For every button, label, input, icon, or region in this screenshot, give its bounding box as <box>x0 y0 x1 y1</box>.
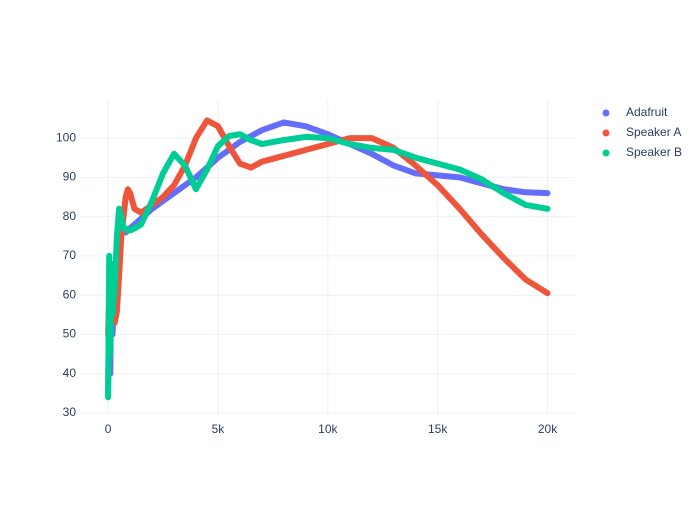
series-line <box>105 131 551 401</box>
legend-label: Adafruit <box>626 105 668 119</box>
legend-label: Speaker A <box>626 125 681 139</box>
y-tick-label: 70 <box>63 248 77 262</box>
x-tick-label: 20k <box>538 422 558 436</box>
legend-marker <box>602 149 610 157</box>
y-tick-label: 100 <box>56 130 76 144</box>
x-tick-label: 5k <box>212 422 226 436</box>
x-tick-label: 10k <box>318 422 338 436</box>
y-tick-label: 40 <box>63 366 77 380</box>
legend-marker <box>602 109 610 117</box>
y-tick-label: 80 <box>63 209 77 223</box>
legend-marker <box>602 129 610 137</box>
y-tick-label: 30 <box>63 405 77 419</box>
y-tick-label: 90 <box>63 170 77 184</box>
y-tick-label: 50 <box>63 327 77 341</box>
x-tick-label: 0 <box>105 422 112 436</box>
legend-label: Speaker B <box>626 145 682 159</box>
x-tick-label: 15k <box>428 422 448 436</box>
y-tick-label: 60 <box>63 287 77 301</box>
series-line <box>105 117 551 338</box>
